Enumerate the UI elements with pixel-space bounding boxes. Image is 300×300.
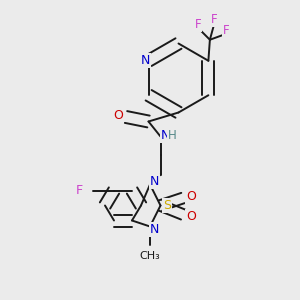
Text: O: O	[187, 190, 196, 203]
Text: N: N	[161, 129, 171, 142]
Text: N: N	[150, 175, 160, 188]
Text: N: N	[150, 223, 160, 236]
Text: F: F	[195, 18, 201, 31]
Text: N: N	[140, 54, 150, 67]
Text: O: O	[114, 109, 123, 122]
Text: O: O	[187, 209, 196, 223]
Text: CH₃: CH₃	[140, 250, 160, 261]
Text: F: F	[211, 13, 218, 26]
Text: S: S	[163, 199, 171, 212]
Text: F: F	[76, 184, 83, 197]
Text: H: H	[168, 129, 177, 142]
Text: F: F	[223, 24, 230, 37]
